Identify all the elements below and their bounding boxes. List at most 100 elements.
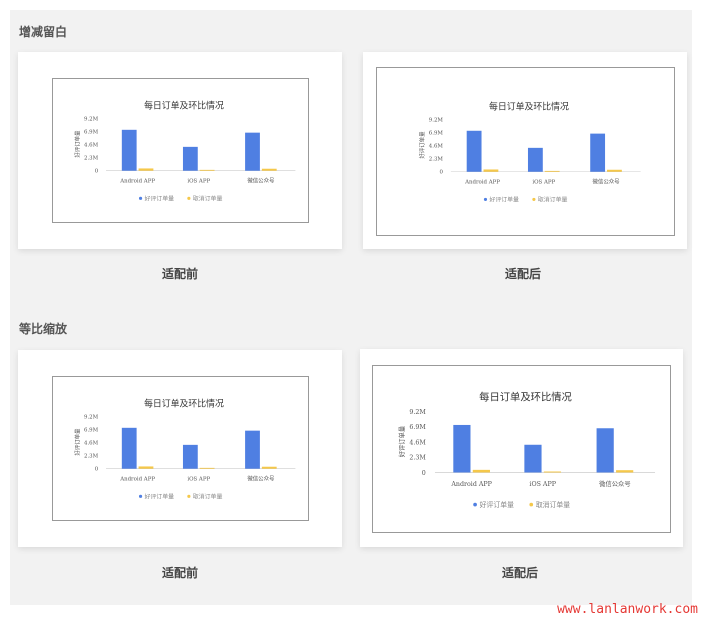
bar-0-1 (527, 147, 543, 172)
legend-label: 取消订单量 (193, 492, 223, 500)
x-tick-label: Android APP (450, 481, 492, 488)
caption-padding-before: 适配前 (161, 267, 198, 281)
y-axis-title: 好评订单量 (397, 425, 406, 457)
legend-marker (187, 494, 191, 498)
bar-1-1 (544, 170, 560, 172)
bar-1-1 (543, 471, 562, 473)
bar-0-2 (590, 133, 606, 172)
chart-title: 每日订单及环比情况 (489, 101, 569, 113)
chart-title: 每日订单及环比情况 (144, 398, 224, 410)
bar-1-2 (261, 466, 277, 469)
bar-1-0 (138, 466, 154, 469)
caption-padding-after: 适配后 (504, 267, 541, 281)
x-tick-label: Android APP (464, 180, 500, 186)
x-tick-label: 微信公众号 (247, 475, 275, 483)
bar-1-0 (138, 168, 154, 171)
legend-marker (138, 494, 143, 498)
chart-content: 每日订单及环比情况 0 2.3M 4.6M 6.9M 9.2M 好评订单量 Android A… (73, 398, 296, 500)
bar-0-0 (466, 130, 482, 172)
chart-frame: 每日订单及环比情况 0 2.3M 4.6M 6.9M 9.2M 好评订单量 Android A… (52, 78, 309, 223)
x-tick-label: Android APP (119, 477, 155, 483)
legend-label: 好评订单量 (145, 492, 175, 500)
y-tick-label: 9.2M (409, 409, 426, 416)
y-axis-title: 好评订单量 (73, 130, 81, 158)
x-tick-label: 微信公众号 (592, 178, 620, 186)
y-tick-label: 0 (422, 470, 426, 477)
bar-0-0 (121, 427, 137, 469)
y-axis-title: 好评订单量 (73, 428, 81, 456)
legend-marker (187, 196, 191, 200)
legend-label: 取消订单量 (538, 195, 568, 203)
bar-1-1 (199, 467, 215, 469)
x-tick-label: iOS APP (187, 477, 210, 483)
y-tick-label: 9.2M (429, 117, 444, 123)
bar-0-1 (524, 444, 542, 473)
x-tick-label: Android APP (119, 179, 155, 185)
y-tick-label: 0 (95, 467, 99, 473)
x-tick-label: iOS APP (187, 179, 210, 185)
bar-0-2 (245, 430, 260, 469)
y-tick-label: 4.6M (409, 439, 426, 446)
card-padding-after: 每日订单及环比情况 0 2.3M 4.6M 6.9M 9.2M 好评订单量 Android A… (363, 52, 687, 249)
x-tick-label: 微信公众号 (599, 479, 630, 488)
bar-0-2 (245, 132, 260, 171)
chart-content: 每日订单及环比情况 0 2.3M 4.6M 6.9M 9.2M 好评订单量 Android A… (397, 390, 656, 509)
y-tick-label: 6.9M (84, 427, 99, 433)
legend-label: 好评订单量 (489, 195, 519, 203)
y-tick-label: 2.3M (84, 454, 99, 460)
bar-0-0 (121, 129, 137, 171)
y-tick-label: 6.9M (429, 130, 444, 136)
legend-label: 好评订单量 (145, 194, 175, 202)
chart-content: 每日订单及环比情况 0 2.3M 4.6M 6.9M 9.2M 好评订单量 Android A… (418, 101, 641, 203)
bar-0-1 (182, 146, 198, 171)
y-tick-label: 0 (95, 169, 99, 175)
chart-svg: 每日订单及环比情况 0 2.3M 4.6M 6.9M 9.2M 好评订单量 Android A… (418, 101, 641, 203)
caption-scale-before: 适配前 (161, 566, 198, 580)
section-title-scale: 等比缩放 (19, 322, 68, 336)
card-scale-after: 每日订单及环比情况 0 2.3M 4.6M 6.9M 9.2M 好评订单量 Android A… (360, 349, 683, 547)
chart-frame: 每日订单及环比情况 0 2.3M 4.6M 6.9M 9.2M 好评订单量 Android A… (372, 365, 671, 533)
bar-1-2 (616, 470, 634, 473)
bar-0-1 (182, 444, 198, 469)
watermark: www.lanlanwork.com (557, 602, 698, 617)
x-tick-label: 微信公众号 (247, 177, 275, 185)
caption-scale-after: 适配后 (501, 566, 538, 580)
bar-1-0 (483, 169, 499, 172)
legend-label: 取消订单量 (193, 194, 223, 202)
y-tick-label: 0 (440, 170, 444, 176)
y-tick-label: 9.2M (84, 414, 99, 420)
y-tick-label: 6.9M (409, 424, 426, 431)
chart-svg: 每日订单及环比情况 0 2.3M 4.6M 6.9M 9.2M 好评订单量 Android A… (397, 390, 656, 509)
chart-content: 每日订单及环比情况 0 2.3M 4.6M 6.9M 9.2M 好评订单量 Android A… (73, 100, 296, 202)
legend-marker (138, 196, 143, 200)
chart-frame: 每日订单及环比情况 0 2.3M 4.6M 6.9M 9.2M 好评订单量 Android A… (52, 376, 309, 521)
legend-label: 好评订单量 (480, 500, 514, 509)
y-tick-label: 4.6M (429, 144, 444, 150)
legend-marker (473, 502, 477, 507)
y-tick-label: 6.9M (84, 129, 99, 135)
legend-marker (529, 502, 534, 507)
y-tick-label: 2.3M (409, 455, 426, 462)
x-tick-label: iOS APP (532, 180, 555, 186)
card-padding-before: 每日订单及环比情况 0 2.3M 4.6M 6.9M 9.2M 好评订单量 Android A… (18, 52, 342, 249)
chart-frame: 每日订单及环比情况 0 2.3M 4.6M 6.9M 9.2M 好评订单量 Android A… (376, 67, 675, 236)
bar-1-1 (199, 169, 215, 171)
legend-label: 取消订单量 (536, 500, 570, 509)
bar-1-2 (607, 169, 622, 172)
bar-1-2 (261, 168, 277, 171)
chart-svg: 每日订单及环比情况 0 2.3M 4.6M 6.9M 9.2M 好评订单量 Android A… (73, 100, 296, 202)
y-tick-label: 4.6M (84, 143, 99, 149)
bar-1-0 (472, 469, 490, 473)
chart-title: 每日订单及环比情况 (479, 390, 572, 403)
y-tick-label: 4.6M (84, 441, 99, 447)
chart-svg: 每日订单及环比情况 0 2.3M 4.6M 6.9M 9.2M 好评订单量 Android A… (73, 398, 296, 500)
bar-0-2 (596, 428, 614, 473)
y-tick-label: 9.2M (84, 116, 99, 122)
legend-marker (532, 197, 536, 202)
y-tick-label: 2.3M (84, 156, 99, 162)
legend-marker (483, 197, 488, 202)
x-tick-label: iOS APP (529, 481, 556, 488)
y-tick-label: 2.3M (429, 157, 444, 163)
bar-0-0 (453, 424, 471, 473)
section-title-padding: 增减留白 (19, 25, 68, 39)
